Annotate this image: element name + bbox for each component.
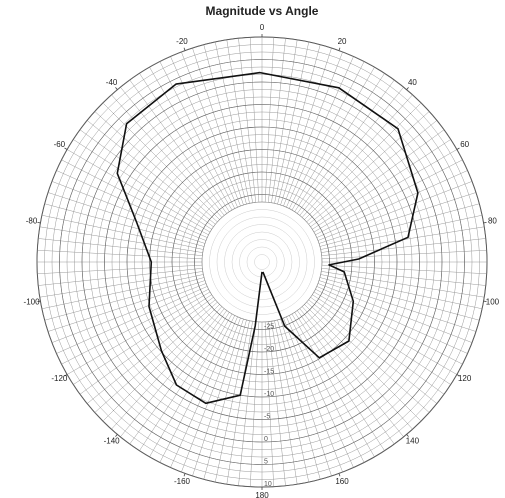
theta-tick (37, 300, 41, 302)
data-line (116, 71, 419, 405)
theta-tick (406, 87, 409, 90)
theta-tick-label: 80 (488, 216, 497, 225)
theta-tick (64, 147, 68, 150)
theta-tick (64, 374, 68, 377)
theta-tick-label: 120 (458, 374, 472, 383)
theta-tick-label: -100 (24, 298, 41, 307)
r-tick-label: 0 (264, 436, 268, 443)
minor-ring (209, 209, 315, 315)
theta-tick (483, 300, 487, 302)
theta-tick (338, 47, 341, 51)
minor-ring (216, 216, 308, 308)
grid-ring (171, 171, 353, 353)
minor-ring (51, 51, 473, 473)
theta-tick-label: -120 (51, 374, 68, 383)
r-tick-label: -10 (264, 391, 274, 398)
r-tick-label: -20 (264, 346, 274, 353)
theta-tick (338, 473, 341, 477)
theta-tick-label: 180 (255, 491, 269, 498)
theta-tick-label: 40 (408, 78, 417, 87)
theta-tick-label: -60 (54, 140, 66, 149)
theta-tick-label: -80 (26, 216, 38, 225)
theta-tick (183, 473, 186, 477)
minor-ring (231, 231, 293, 293)
minor-ring (89, 89, 435, 435)
theta-tick-label: 20 (338, 37, 347, 46)
polar-grid (36, 36, 488, 488)
minor-ring (134, 134, 390, 390)
theta-tick-label: 0 (260, 23, 265, 32)
theta-tick (406, 434, 409, 437)
theta-tick (456, 147, 460, 150)
theta-tick-label: -40 (106, 78, 118, 87)
minor-ring (44, 44, 480, 480)
r-tick-label: -25 (264, 323, 274, 330)
theta-tick (183, 47, 186, 51)
minor-ring (224, 224, 300, 300)
minor-ring (164, 164, 360, 360)
r-tick-label: 5 (264, 458, 268, 465)
theta-tick (483, 222, 487, 224)
minor-ring (186, 186, 338, 338)
grid-ring (81, 81, 443, 443)
grid-ring (59, 59, 465, 465)
theta-tick (115, 87, 118, 90)
minor-ring (119, 119, 405, 405)
theta-tick (37, 222, 41, 224)
grid-ring (194, 194, 330, 330)
minor-ring (254, 254, 270, 270)
hole-edge (201, 201, 323, 323)
theta-tick-label: -20 (176, 37, 188, 46)
grid-ring (104, 104, 420, 420)
r-tick-label: -5 (264, 413, 270, 420)
grid-ring (126, 126, 398, 398)
minor-ring (239, 239, 285, 285)
theta-tick (115, 434, 118, 437)
r-tick-label: -15 (264, 368, 274, 375)
minor-ring (96, 96, 428, 428)
minor-ring (66, 66, 458, 458)
chart-title: Magnitude vs Angle (206, 4, 319, 18)
theta-tick-label: -160 (174, 477, 191, 486)
minor-ring (111, 111, 413, 413)
theta-tick (456, 374, 460, 377)
theta-tick-label: 160 (335, 477, 349, 486)
r-tick-label: 10 (264, 481, 272, 488)
minor-ring (156, 156, 368, 368)
theta-tick-label: 140 (406, 436, 420, 445)
theta-tick-label: 100 (486, 298, 500, 307)
grid-ring (149, 149, 375, 375)
minor-ring (74, 74, 450, 450)
minor-ring (141, 141, 383, 383)
theta-tick-label: 60 (460, 140, 469, 149)
theta-tick-label: -140 (104, 436, 121, 445)
